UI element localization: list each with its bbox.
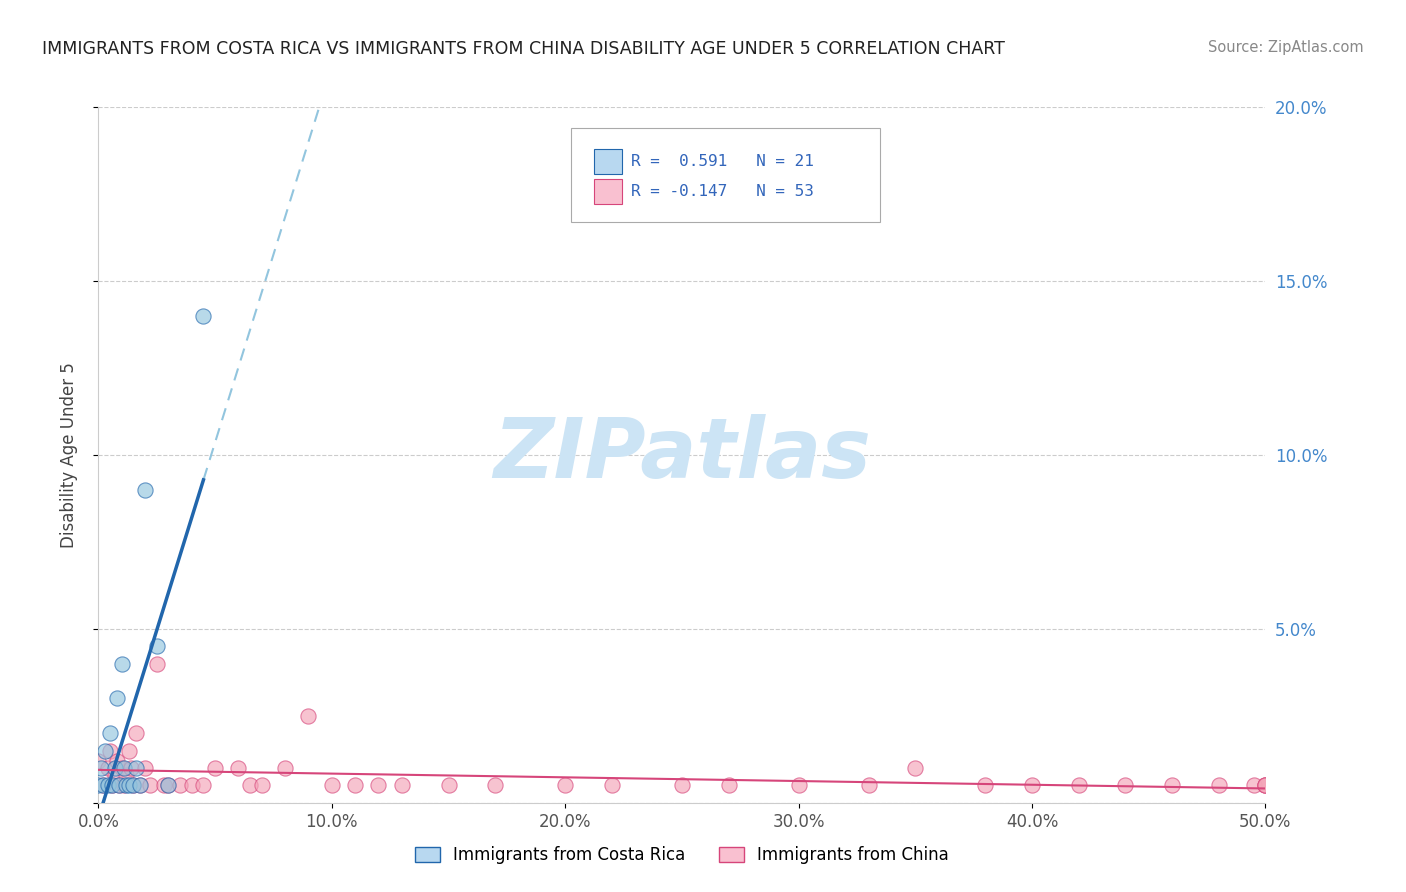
Point — [101, 778, 124, 793]
Point — [157, 778, 180, 793]
Point — [108, 778, 131, 793]
Text: Source: ZipAtlas.com: Source: ZipAtlas.com — [1208, 40, 1364, 55]
Point — [228, 761, 250, 775]
Point — [146, 639, 169, 653]
Point — [129, 778, 152, 793]
Point — [98, 726, 121, 740]
Text: R = -0.147   N = 53: R = -0.147 N = 53 — [630, 184, 814, 199]
Point — [87, 778, 110, 793]
Point — [120, 761, 142, 775]
Point — [146, 657, 169, 671]
FancyBboxPatch shape — [595, 179, 623, 203]
Point — [118, 778, 141, 793]
Point — [1021, 778, 1043, 793]
Point — [367, 778, 389, 793]
Point — [97, 778, 120, 793]
Point — [91, 778, 114, 793]
Point — [671, 778, 693, 793]
Point — [858, 778, 880, 793]
Point — [600, 778, 623, 793]
FancyBboxPatch shape — [595, 150, 623, 174]
Y-axis label: Disability Age Under 5: Disability Age Under 5 — [59, 362, 77, 548]
Point — [97, 761, 120, 775]
FancyBboxPatch shape — [571, 128, 880, 222]
Point — [344, 778, 367, 793]
Point — [101, 778, 124, 793]
Point — [250, 778, 273, 793]
Point — [274, 761, 297, 775]
Point — [91, 778, 114, 793]
Point — [391, 778, 413, 793]
Point — [321, 778, 343, 793]
Text: R =  0.591   N = 21: R = 0.591 N = 21 — [630, 153, 814, 169]
Point — [112, 761, 135, 775]
Point — [1254, 778, 1277, 793]
Point — [554, 778, 576, 793]
Point — [974, 778, 997, 793]
Point — [104, 768, 127, 782]
Text: ZIPatlas: ZIPatlas — [494, 415, 870, 495]
Point — [1254, 778, 1277, 793]
Point — [111, 657, 134, 671]
Point — [787, 778, 810, 793]
Point — [115, 768, 138, 782]
Point — [105, 754, 128, 768]
Point — [297, 708, 319, 723]
Point — [125, 726, 148, 740]
Point — [87, 754, 110, 768]
Point — [118, 744, 141, 758]
Point — [1114, 778, 1136, 793]
Text: IMMIGRANTS FROM COSTA RICA VS IMMIGRANTS FROM CHINA DISABILITY AGE UNDER 5 CORRE: IMMIGRANTS FROM COSTA RICA VS IMMIGRANTS… — [42, 40, 1005, 58]
Point — [94, 744, 117, 758]
Point — [104, 761, 127, 775]
Point — [152, 778, 174, 793]
Point — [484, 778, 506, 793]
Point — [90, 761, 112, 775]
Point — [180, 778, 202, 793]
Point — [111, 761, 134, 775]
Point — [122, 778, 145, 793]
Point — [193, 778, 215, 793]
Point — [204, 761, 226, 775]
Point — [239, 778, 262, 793]
Point — [105, 691, 128, 706]
Point — [193, 309, 215, 323]
Point — [157, 778, 180, 793]
Point — [717, 778, 740, 793]
Point — [115, 778, 138, 793]
Point — [129, 778, 152, 793]
Point — [904, 761, 927, 775]
Point — [1243, 778, 1265, 793]
Point — [1208, 778, 1230, 793]
Point — [1161, 778, 1184, 793]
Point — [134, 761, 156, 775]
Point — [125, 761, 148, 775]
Point — [112, 778, 135, 793]
Point — [139, 778, 162, 793]
Point — [108, 778, 131, 793]
Point — [98, 744, 121, 758]
Point — [122, 778, 145, 793]
Point — [169, 778, 191, 793]
Point — [437, 778, 460, 793]
Point — [1067, 778, 1090, 793]
Point — [134, 483, 156, 497]
Point — [1254, 778, 1277, 793]
Legend: Immigrants from Costa Rica, Immigrants from China: Immigrants from Costa Rica, Immigrants f… — [415, 846, 949, 864]
